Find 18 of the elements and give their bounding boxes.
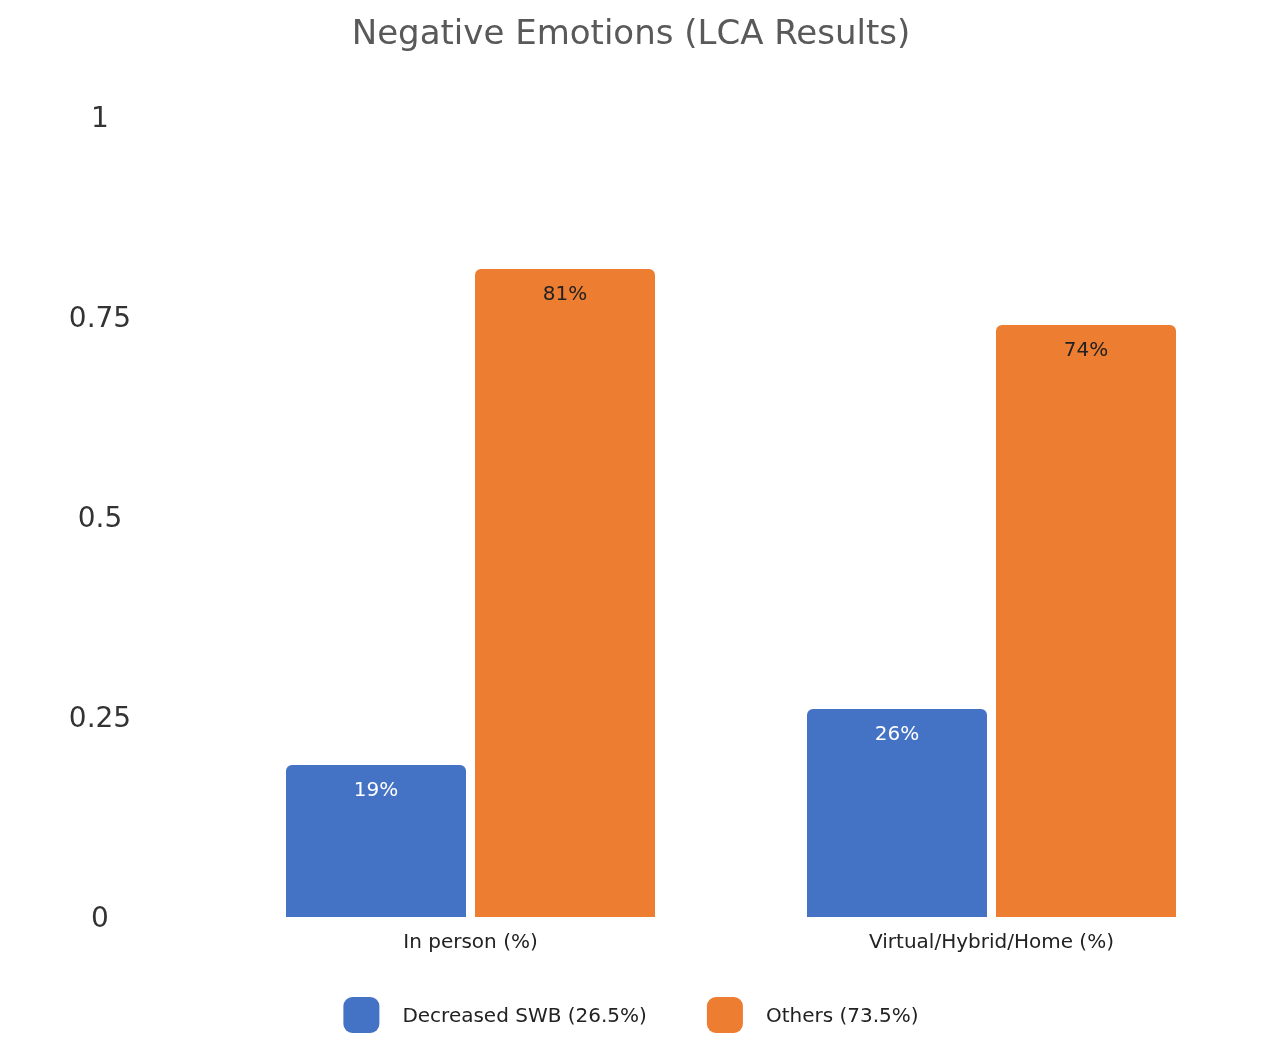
legend-label: Decreased SWB (26.5%) [402,1003,647,1027]
bar [475,269,655,917]
y-tick-label: 1 [91,100,109,134]
y-tick-label: 0.5 [77,500,123,534]
data-label: 26% [874,721,920,745]
bar [996,325,1176,917]
y-tick-label: 0.75 [68,300,132,334]
y-tick-label: 0.25 [68,700,132,734]
bar [807,709,987,917]
data-label: 81% [542,281,588,305]
data-label: 19% [353,777,399,801]
chart-title: Negative Emotions (LCA Results) [351,12,911,52]
legend-label: Others (73.5%) [765,1003,919,1027]
bar [286,765,466,917]
data-label: 74% [1063,337,1109,361]
x-tick-label: Virtual/Hybrid/Home (%) [869,929,1114,953]
x-tick-label: In person (%) [403,929,538,953]
y-tick-label: 0 [91,900,109,934]
